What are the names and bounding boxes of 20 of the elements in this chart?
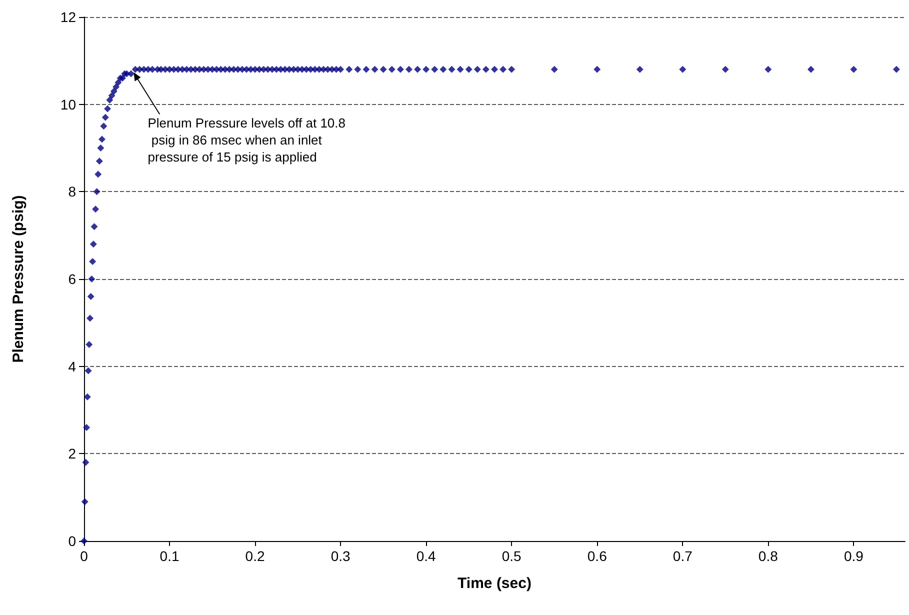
annotation: Plenum Pressure levels off at 10.8 psig in 86 msec when an inlet pressure of 15 psig is applied <box>148 115 346 164</box>
y-tick-label: 2 <box>68 446 76 462</box>
x-tick-label: 0.2 <box>245 548 265 564</box>
x-tick-label: 0.9 <box>844 548 864 564</box>
y-tick-label: 10 <box>60 96 76 112</box>
x-tick-label: 0.7 <box>672 548 693 564</box>
y-tick-label: 8 <box>68 184 76 200</box>
x-tick-label: 0.4 <box>416 548 436 564</box>
y-axis-title: Plenum Pressure (psig) <box>10 195 27 363</box>
x-axis-title: Time (sec) <box>458 575 532 592</box>
x-tick-label: 0.8 <box>758 548 778 564</box>
x-tick-label: 0.5 <box>502 548 522 564</box>
x-tick-label: 0.1 <box>160 548 180 564</box>
y-tick-label: 4 <box>68 358 76 374</box>
x-tick-label: 0.6 <box>587 548 608 564</box>
x-tick-label: 0 <box>80 548 88 564</box>
y-tick-label: 12 <box>60 9 76 25</box>
y-tick-label: 0 <box>68 533 76 549</box>
x-tick-label: 0.3 <box>330 548 351 564</box>
y-tick-label: 6 <box>68 271 76 287</box>
